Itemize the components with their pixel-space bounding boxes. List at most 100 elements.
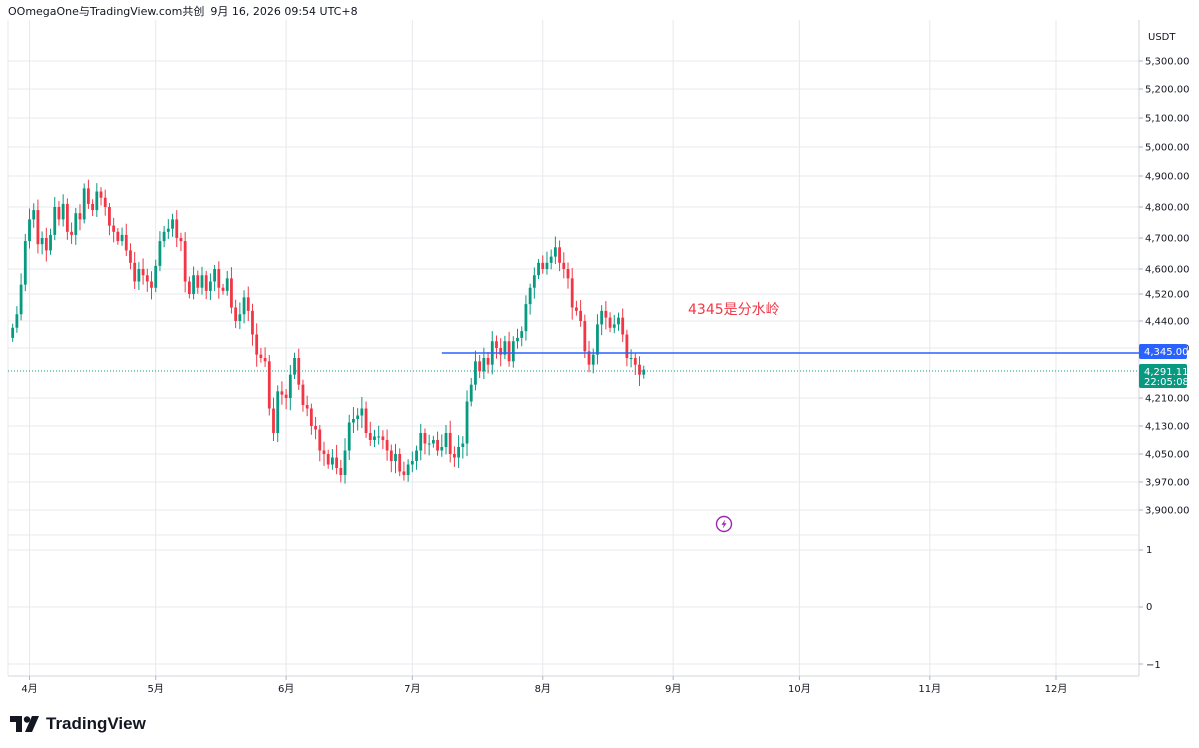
candle[interactable] bbox=[263, 347, 267, 367]
candle[interactable] bbox=[124, 223, 128, 256]
candle[interactable] bbox=[322, 441, 326, 466]
candle[interactable] bbox=[612, 314, 616, 334]
candle[interactable] bbox=[15, 306, 19, 333]
candle[interactable] bbox=[427, 434, 431, 456]
candle[interactable] bbox=[461, 436, 465, 459]
candle[interactable] bbox=[141, 258, 145, 285]
price-axis[interactable]: USDT 5,300.00 5,200.00 5,100.00 5,000.00 4,9… bbox=[1139, 32, 1190, 517]
candle[interactable] bbox=[267, 355, 271, 416]
level-price-tag[interactable]: 4,345.00 bbox=[1139, 344, 1189, 359]
candle[interactable] bbox=[116, 228, 120, 245]
candle[interactable] bbox=[364, 401, 368, 438]
candle[interactable] bbox=[570, 268, 574, 320]
candle[interactable] bbox=[82, 183, 86, 224]
candle[interactable] bbox=[360, 397, 364, 429]
candle[interactable] bbox=[335, 444, 339, 475]
candle[interactable] bbox=[314, 416, 317, 440]
candle[interactable] bbox=[309, 403, 313, 435]
candle[interactable] bbox=[549, 249, 553, 270]
candle[interactable] bbox=[175, 210, 179, 247]
candle[interactable] bbox=[120, 227, 124, 246]
candle[interactable] bbox=[503, 335, 507, 359]
candle[interactable] bbox=[347, 414, 351, 460]
candle[interactable] bbox=[53, 197, 57, 241]
last-price-tag[interactable]: 4,291.11 22:05:08 bbox=[1139, 364, 1189, 388]
candle[interactable] bbox=[566, 262, 570, 289]
annotation-label[interactable]: 4345是分水岭 bbox=[688, 302, 780, 318]
candle[interactable] bbox=[511, 336, 515, 368]
candle[interactable] bbox=[343, 438, 347, 484]
candle[interactable] bbox=[95, 183, 99, 217]
candle[interactable] bbox=[11, 323, 15, 342]
candle[interactable] bbox=[331, 449, 334, 470]
candle[interactable] bbox=[377, 425, 381, 445]
candle[interactable] bbox=[99, 187, 103, 206]
candle[interactable] bbox=[242, 290, 246, 324]
candle[interactable] bbox=[352, 407, 355, 433]
candle[interactable] bbox=[234, 299, 238, 329]
candle[interactable] bbox=[74, 207, 78, 245]
candle[interactable] bbox=[545, 251, 549, 275]
candle[interactable] bbox=[318, 424, 322, 462]
candle[interactable] bbox=[272, 397, 275, 442]
candle[interactable] bbox=[579, 300, 583, 327]
candle[interactable] bbox=[326, 449, 330, 469]
candle[interactable] bbox=[246, 286, 250, 322]
candle[interactable] bbox=[625, 329, 629, 367]
candle[interactable] bbox=[284, 389, 288, 410]
candle[interactable] bbox=[221, 284, 225, 295]
candle[interactable] bbox=[524, 295, 528, 341]
candle[interactable] bbox=[61, 194, 65, 227]
candle[interactable] bbox=[604, 301, 608, 330]
candle[interactable] bbox=[448, 420, 452, 463]
candle[interactable] bbox=[196, 270, 200, 294]
candle[interactable] bbox=[192, 266, 195, 300]
candle[interactable] bbox=[225, 270, 229, 296]
candle[interactable] bbox=[431, 435, 435, 448]
candle[interactable] bbox=[436, 431, 439, 456]
candle[interactable] bbox=[398, 448, 402, 477]
candle[interactable] bbox=[108, 202, 111, 236]
candle[interactable] bbox=[537, 259, 540, 279]
candlestick-series[interactable] bbox=[11, 179, 646, 484]
candle[interactable] bbox=[150, 271, 153, 300]
candle[interactable] bbox=[638, 356, 641, 386]
candle[interactable] bbox=[301, 379, 305, 412]
candle[interactable] bbox=[368, 421, 372, 446]
candle[interactable] bbox=[293, 352, 296, 379]
candle[interactable] bbox=[65, 198, 69, 240]
candle[interactable] bbox=[402, 461, 406, 481]
lightning-icon[interactable] bbox=[715, 515, 733, 533]
candle[interactable] bbox=[78, 204, 82, 231]
candle[interactable] bbox=[339, 459, 343, 483]
candle[interactable] bbox=[276, 385, 280, 443]
candle[interactable] bbox=[162, 225, 166, 248]
candle[interactable] bbox=[238, 302, 242, 330]
candle[interactable] bbox=[474, 350, 477, 391]
candle[interactable] bbox=[486, 352, 490, 374]
candle[interactable] bbox=[444, 424, 448, 455]
candle[interactable] bbox=[457, 435, 461, 468]
candle[interactable] bbox=[209, 273, 212, 301]
candle[interactable] bbox=[465, 390, 469, 457]
candle[interactable] bbox=[629, 349, 633, 368]
candle[interactable] bbox=[200, 266, 204, 295]
candle[interactable] bbox=[187, 276, 191, 299]
time-axis[interactable]: 4月 5月 6月 7月 8月 9月 10月 11月 12月 bbox=[21, 676, 1067, 695]
candle[interactable] bbox=[70, 222, 73, 244]
candle[interactable] bbox=[478, 355, 482, 378]
tradingview-brand[interactable]: TradingView bbox=[10, 712, 146, 736]
candle[interactable] bbox=[154, 259, 158, 293]
candle[interactable] bbox=[112, 217, 116, 243]
candle[interactable] bbox=[406, 459, 410, 482]
candle[interactable] bbox=[40, 231, 44, 255]
candle[interactable] bbox=[356, 408, 360, 431]
candle[interactable] bbox=[419, 423, 423, 461]
candle[interactable] bbox=[587, 340, 591, 373]
candle[interactable] bbox=[57, 201, 61, 226]
candle[interactable] bbox=[28, 208, 31, 249]
candle[interactable] bbox=[19, 273, 23, 321]
candle[interactable] bbox=[32, 203, 36, 228]
candle[interactable] bbox=[389, 444, 393, 473]
candle[interactable] bbox=[305, 395, 309, 417]
